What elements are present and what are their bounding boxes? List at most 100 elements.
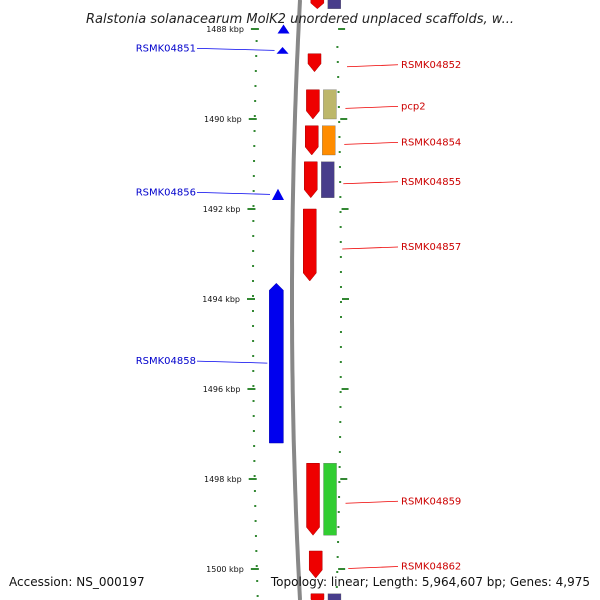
track-dot	[253, 475, 256, 477]
track-dot	[339, 406, 342, 408]
track-dot	[252, 325, 255, 327]
map-title: Ralstonia solanacearum MolK2 unordered u…	[86, 12, 514, 27]
tick-mark-right	[341, 208, 349, 210]
track-dot	[338, 481, 341, 483]
track-dot	[253, 145, 256, 147]
track-dot	[337, 541, 340, 543]
label-leader-RSMK04851	[196, 47, 275, 51]
gene-plus-RSMK04855	[304, 161, 318, 199]
track-dot	[252, 190, 255, 192]
track-dot	[339, 301, 342, 303]
track-dot	[252, 385, 255, 387]
track-dots	[252, 40, 342, 597]
tick-mark-left	[250, 568, 259, 570]
gene-features	[269, 0, 342, 600]
track-dot	[338, 121, 341, 123]
track-dot	[255, 565, 258, 567]
track-dot	[252, 370, 255, 372]
track-dot	[252, 400, 255, 402]
track-dot	[337, 91, 340, 93]
track-dot	[338, 151, 341, 153]
label-leader-RSMK04855	[343, 181, 399, 185]
gene-label-RSMK04862: RSMK04862	[401, 562, 461, 573]
tick-mark-left	[247, 388, 256, 390]
track-dot	[254, 535, 257, 537]
track-dot	[336, 571, 339, 573]
track-dot	[256, 595, 259, 597]
track-dot	[252, 280, 255, 282]
track-dot	[339, 346, 342, 348]
tick-mark-left	[248, 478, 257, 480]
gene-plus-RSMK04859	[306, 463, 320, 536]
tick-mark-right	[338, 28, 346, 30]
gene-label-RSMK04859: RSMK04859	[401, 496, 461, 507]
label-leader-RSMK04852	[346, 64, 399, 68]
gene-plus-RSMK04854	[305, 125, 319, 156]
track-dot	[252, 235, 255, 237]
track-dot	[253, 445, 256, 447]
gene-label-RSMK04855: RSMK04855	[401, 177, 461, 188]
tick-mark-left	[250, 28, 259, 30]
track-dot	[339, 436, 342, 438]
track-dot	[254, 505, 257, 507]
track-dot	[339, 256, 342, 258]
gene-plus-pcp2	[306, 89, 320, 120]
gene-label-RSMK04857: RSMK04857	[401, 242, 461, 253]
track-dot	[339, 376, 342, 378]
gene-plus-RSMK04852	[307, 53, 322, 73]
gene-label-RSMK04854: RSMK04854	[401, 137, 461, 148]
track-dot	[256, 580, 259, 582]
label-leader-RSMK04858	[196, 360, 268, 364]
tick-label: 1494 kbp	[202, 295, 240, 304]
track-dot	[336, 556, 339, 558]
track-dot	[252, 265, 255, 267]
tick-label: 1488 kbp	[206, 25, 244, 34]
track-dot	[252, 295, 255, 297]
tick-mark-right	[340, 118, 348, 120]
track-dot	[338, 496, 341, 498]
track-dot	[338, 136, 341, 138]
label-leader-RSMK04859	[345, 500, 399, 504]
gene-plus-bottom-plus	[310, 593, 325, 600]
cog-block-RSMK04859	[323, 463, 337, 536]
tick-label: 1498 kbp	[204, 475, 242, 484]
track-dot	[339, 316, 342, 318]
track-dot	[253, 460, 256, 462]
gene-plus-RSMK04857	[303, 208, 317, 282]
track-dot	[338, 451, 341, 453]
track-dot	[252, 340, 255, 342]
track-dot	[252, 205, 255, 207]
track-dot	[339, 421, 342, 423]
track-dot	[337, 526, 340, 528]
cog-block-RSMK04854	[322, 125, 336, 156]
label-leader-RSMK04862	[348, 566, 399, 569]
track-dot	[252, 220, 255, 222]
gene-minus-RSMK04858	[269, 282, 284, 444]
gene-label-RSMK04858: RSMK04858	[136, 356, 196, 367]
gene-label-RSMK04852: RSMK04852	[401, 60, 461, 71]
track-dot	[253, 490, 256, 492]
accession-text: Accession: NS_000197	[9, 575, 145, 589]
label-leader-RSMK04857	[342, 246, 399, 250]
track-dot	[252, 310, 255, 312]
track-dot	[336, 46, 339, 48]
track-dot	[339, 331, 342, 333]
tick-mark-right	[341, 388, 349, 390]
tick-mark-left	[247, 208, 256, 210]
gene-label-RSMK04856: RSMK04856	[136, 187, 196, 198]
track-dot	[339, 391, 342, 393]
track-dot	[339, 226, 342, 228]
track-dot	[335, 586, 338, 588]
cog-block-RSMK04855	[321, 161, 335, 198]
cog-block-top-plus	[327, 0, 341, 9]
gene-labels: RSMK04851 RSMK04852 pcp2 RSMK04854 RSMK04855…	[136, 43, 462, 572]
label-leader-RSMK04856	[196, 191, 271, 195]
tick-mark-left	[248, 118, 257, 120]
track-dot	[255, 550, 258, 552]
tick-label: 1496 kbp	[203, 385, 241, 394]
axis-ticks: 1488 kbp 1490 kbp 1492 kbp 1494 kbp 1496 kbp…	[202, 25, 349, 574]
track-dot	[252, 250, 255, 252]
track-dot	[255, 55, 258, 57]
track-dot	[252, 175, 255, 177]
